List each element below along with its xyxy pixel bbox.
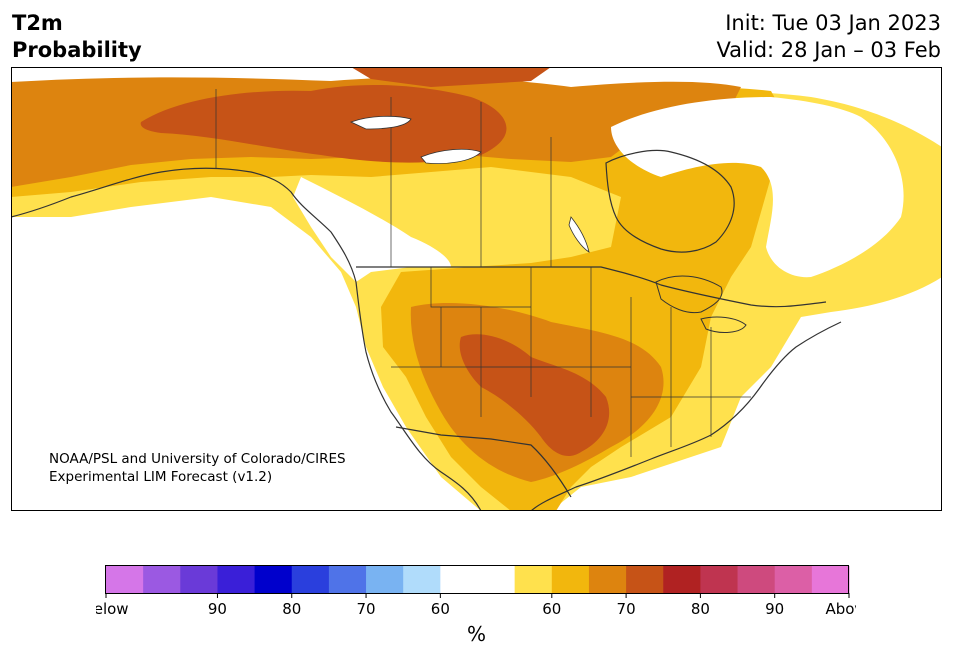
- colorbar: Below 90 80 70 60 60 70 80 90 Above: [96, 565, 856, 618]
- lake-winnipeg: [568, 216, 590, 253]
- title-quantity: Probability: [12, 38, 142, 62]
- colorbar-tick-label: Above: [825, 600, 856, 618]
- credit-text: NOAA/PSL and University of Colorado/CIRE…: [49, 450, 346, 486]
- colorbar-cell: [328, 566, 367, 593]
- colorbar-cell: [440, 566, 478, 593]
- water-bodies: [349, 115, 590, 253]
- province-state-lines: [215, 89, 751, 457]
- credit-line-1: NOAA/PSL and University of Colorado/CIRE…: [49, 451, 346, 467]
- zone-near-normal-west: [293, 177, 451, 282]
- colorbar-cell: [143, 566, 181, 593]
- colorbar-cell: [291, 566, 330, 593]
- colorbar-cell: [663, 566, 701, 593]
- colorbar-unit: %: [466, 622, 486, 646]
- map-frame: [11, 67, 942, 511]
- colorbar-cell: [217, 566, 256, 593]
- init-date: Init: Tue 03 Jan 2023: [725, 11, 941, 35]
- us-mexico-border: [395, 426, 572, 498]
- colorbar-cell: [700, 566, 739, 593]
- colorbar-tick-label: 60: [431, 600, 450, 618]
- great-lakes: [655, 275, 747, 333]
- probability-map: [11, 67, 942, 511]
- colorbar-cell: [180, 566, 218, 593]
- colorbar-cell: [477, 566, 516, 593]
- great-slave-lake: [349, 115, 412, 130]
- colorbar-cell: [254, 566, 293, 593]
- coastlines-and-borders: [11, 89, 842, 511]
- title-variable: T2m: [12, 11, 63, 35]
- colorbar-tick-label: 70: [617, 600, 636, 618]
- colorbar-tick-label: Below: [96, 600, 129, 618]
- valid-range: Valid: 28 Jan – 03 Feb: [716, 38, 941, 62]
- colorbar-cell: [626, 566, 664, 593]
- colorbar-tick-label: 70: [357, 600, 376, 618]
- colorbar-cells: [106, 566, 850, 593]
- colorbar-tick-label: 90: [765, 600, 784, 618]
- map-title: T2m Probability: [12, 10, 142, 64]
- credit-line-2: Experimental LIM Forecast (v1.2): [49, 469, 273, 485]
- probability-fields: [11, 67, 942, 511]
- colorbar-cell: [514, 566, 553, 593]
- canada-us-border: [356, 266, 827, 308]
- colorbar-tick-label: 80: [282, 600, 301, 618]
- colorbar-ticks: Below 90 80 70 60 60 70 80 90 Above: [96, 593, 856, 618]
- colorbar-cell: [774, 566, 813, 593]
- coastline-west: [11, 167, 482, 511]
- colorbar-cell: [366, 566, 404, 593]
- hudson-bay: [605, 149, 735, 253]
- colorbar-tick-label: 80: [691, 600, 710, 618]
- colorbar-tick-label: 90: [208, 600, 227, 618]
- great-bear-lake: [420, 148, 482, 164]
- zone-75-80-north: [140, 67, 551, 163]
- zone-75-80-south: [459, 334, 610, 457]
- forecast-dates: Init: Tue 03 Jan 2023 Valid: 28 Jan – 03…: [716, 10, 941, 64]
- colorbar-frame: [105, 565, 849, 594]
- colorbar-cell: [811, 566, 850, 593]
- colorbar-tick-label: 60: [542, 600, 561, 618]
- colorbar-cell: [403, 566, 441, 593]
- colorbar-cell: [551, 566, 590, 593]
- zone-near-normal-east: [611, 97, 904, 278]
- colorbar-cell: [106, 566, 144, 593]
- colorbar-cell: [737, 566, 776, 593]
- colorbar-cell: [588, 566, 627, 593]
